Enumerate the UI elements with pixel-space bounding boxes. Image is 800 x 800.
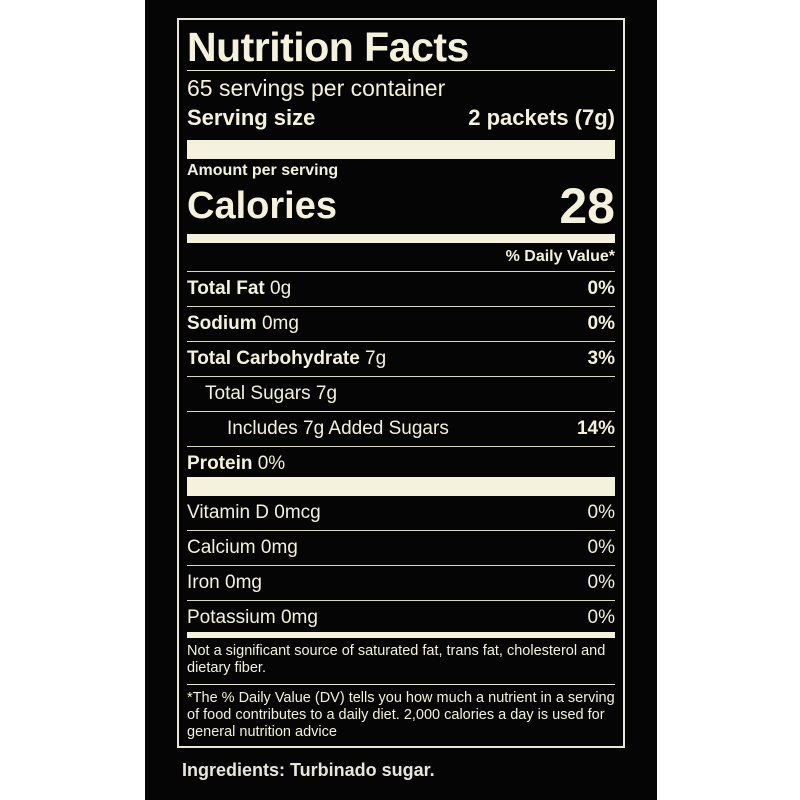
vitamin-row: Iron 0mg 0%: [187, 565, 615, 600]
nutrient-amount: 7g: [359, 348, 387, 369]
nutrient-dv: 3%: [587, 348, 615, 369]
nutrient-name: Total Fat: [187, 278, 265, 299]
daily-value-footnote: *The % Daily Value (DV) tells you how mu…: [187, 690, 615, 740]
vitamin-row: Calcium 0mg 0%: [187, 530, 615, 565]
nutrient-dv: 0%: [587, 278, 615, 299]
nutrient-dv: 14%: [576, 418, 615, 439]
calories-value: 28: [559, 178, 615, 234]
calories-row: Calories 28: [187, 180, 615, 232]
divider: [187, 684, 615, 685]
medium-divider: [187, 234, 615, 243]
nutrient-row: Total Sugars 7g: [187, 376, 615, 411]
thick-divider: [187, 140, 615, 159]
nutrient-row: Sodium 0mg 0%: [187, 306, 615, 341]
not-significant-note: Not a significant source of saturated fa…: [187, 643, 606, 676]
nutrient-dv: 0%: [587, 313, 615, 334]
package-background: [145, 0, 657, 800]
thick-divider: [187, 477, 615, 496]
ingredients: Ingredients: Turbinado sugar.: [182, 760, 435, 780]
divider: [187, 70, 615, 71]
nutrient-amount: Total Sugars 7g: [205, 383, 338, 404]
nutrient-name: Sodium: [187, 313, 257, 334]
vitamin-dv: 0%: [587, 572, 615, 593]
vitamin-name: Potassium 0mg: [187, 607, 318, 628]
amount-per-serving: Amount per serving: [187, 162, 339, 179]
vitamin-name: Iron 0mg: [187, 572, 262, 593]
nutrient-list: Total Fat 0g 0% Sodium 0mg 0% Total Carboh…: [187, 271, 615, 481]
nutrient-amount: 0mg: [256, 313, 299, 334]
serving-size-value: 2 packets (7g): [468, 105, 615, 130]
nutrient-row: Total Carbohydrate 7g 3%: [187, 341, 615, 376]
nutrient-amount: 0g: [264, 278, 292, 299]
calories-label: Calories: [187, 185, 337, 227]
nutrition-facts-label: Nutrition Facts 65 servings per containe…: [177, 18, 625, 748]
vitamin-name: Vitamin D 0mcg: [187, 502, 321, 523]
serving-size: Serving size 2 packets (7g): [187, 104, 615, 132]
daily-value-header: % Daily Value*: [505, 248, 615, 265]
vitamin-dv: 0%: [587, 537, 615, 558]
vitamin-row: Vitamin D 0mcg 0%: [187, 496, 615, 530]
vitamin-row: Potassium 0mg 0%: [187, 600, 615, 635]
servings-per-container: 65 servings per container: [187, 75, 446, 101]
nutrient-name: Total Carbohydrate: [187, 348, 360, 369]
vitamin-name: Calcium 0mg: [187, 537, 298, 558]
medium-divider: [187, 632, 615, 638]
vitamin-dv: 0%: [587, 607, 615, 628]
nutrient-name: Protein: [187, 453, 253, 474]
nutrient-row: Protein 0%: [187, 446, 615, 481]
nutrient-row: Includes 7g Added Sugars 14%: [187, 411, 615, 446]
nutrient-amount: 0%: [252, 453, 286, 474]
serving-size-label: Serving size: [187, 105, 316, 130]
nutrient-row: Total Fat 0g 0%: [187, 271, 615, 306]
nutrient-amount: Includes 7g Added Sugars: [227, 418, 449, 439]
vitamin-dv: 0%: [587, 502, 615, 523]
label-title: Nutrition Facts: [187, 24, 469, 70]
vitamin-list: Vitamin D 0mcg 0% Calcium 0mg 0% Iron 0mg 0…: [187, 496, 615, 635]
